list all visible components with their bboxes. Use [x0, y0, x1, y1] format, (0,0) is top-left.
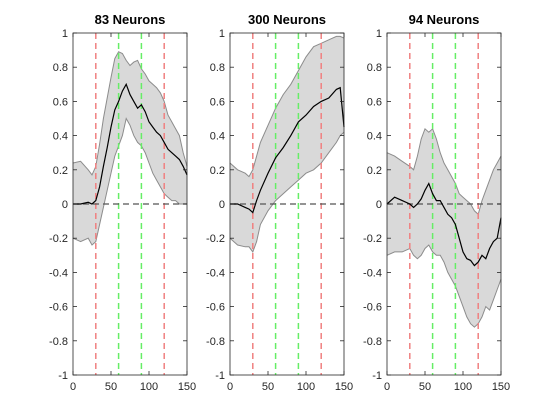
y-tick-label: -0.2	[206, 233, 225, 245]
y-tick-label: 0	[376, 199, 382, 211]
y-tick-label: 0	[62, 199, 68, 211]
y-tick-label: -1	[372, 370, 382, 382]
x-tick-label: 100	[297, 381, 315, 393]
x-tick-label: 0	[384, 381, 390, 393]
y-tick-label: 0.8	[367, 62, 382, 74]
x-tick-label: 0	[70, 381, 76, 393]
x-tick-label: 50	[419, 381, 431, 393]
y-tick-label: -0.8	[363, 336, 382, 348]
band-lower-edge	[386, 244, 502, 328]
mean-line	[73, 82, 188, 205]
y-tick-label: -0.2	[49, 233, 68, 245]
y-tick-label: -0.4	[363, 267, 382, 279]
y-tick-label: -0.2	[363, 233, 382, 245]
x-tick-label: 50	[262, 381, 274, 393]
band-upper-edge	[386, 127, 502, 216]
band-upper-edge	[229, 35, 345, 178]
y-tick-label: -1	[58, 370, 68, 382]
x-tick-label: 150	[178, 381, 196, 393]
band-upper-edge	[72, 51, 188, 176]
subplot-3: -1 -0.8 -0.6 -0.4 -0.2 0 0.2 0.4 0.6 0.8 1 0 50 100 15…	[363, 12, 510, 393]
y-tick-label: 0.4	[367, 131, 382, 143]
subplot-title: 83 Neurons	[95, 12, 166, 27]
y-tick-label: -0.8	[206, 336, 225, 348]
y-tick-label: -0.6	[49, 302, 68, 314]
y-tick-label: 0.8	[53, 62, 68, 74]
confidence-band	[387, 128, 501, 328]
y-tick-label: 0.2	[53, 165, 68, 177]
mean-line	[386, 182, 502, 267]
x-tick-label: 150	[492, 381, 510, 393]
y-tick-label: 0.4	[210, 131, 225, 143]
y-tick-label: 0.4	[53, 131, 68, 143]
confidence-band	[230, 36, 344, 252]
y-tick-label: 1	[62, 28, 68, 40]
y-tick-label: 0.6	[210, 96, 225, 108]
y-tick-label: 0	[219, 199, 225, 211]
x-tick-label: 100	[454, 381, 472, 393]
x-tick-label: 50	[105, 381, 117, 393]
y-tick-label: -0.6	[206, 302, 225, 314]
y-tick-label: -0.6	[363, 302, 382, 314]
band-lower-edge	[72, 117, 187, 246]
band-lower-edge	[229, 131, 345, 253]
y-tick-label: 1	[219, 28, 225, 40]
confidence-band	[73, 51, 187, 245]
y-tick-label: -0.4	[49, 267, 68, 279]
x-tick-label: 100	[140, 381, 158, 393]
y-tick-label: -0.4	[206, 267, 225, 279]
y-tick-label: -0.8	[49, 336, 68, 348]
y-tick-label: 0.2	[367, 165, 382, 177]
y-tick-label: 0.2	[210, 165, 225, 177]
mean-line	[230, 86, 345, 214]
y-tick-label: 0.8	[210, 62, 225, 74]
x-tick-label: 150	[335, 381, 353, 393]
y-tick-label: 1	[376, 28, 382, 40]
y-tick-label: 0.6	[53, 96, 68, 108]
x-tick-label: 0	[227, 381, 233, 393]
y-tick-label: 0.6	[367, 96, 382, 108]
subplot-title: 300 Neurons	[248, 12, 326, 27]
subplot-title: 94 Neurons	[409, 12, 480, 27]
y-tick-label: -1	[215, 370, 225, 382]
subplot-1: -1 -0.8 -0.6 -0.4 -0.2 0 0.2 0.4 0.6 0.8 1 0 50 100 15…	[49, 12, 196, 393]
subplot-2: -1 -0.8 -0.6 -0.4 -0.2 0 0.2 0.4 0.6 0.8 1 0 50 100 15…	[206, 12, 353, 393]
